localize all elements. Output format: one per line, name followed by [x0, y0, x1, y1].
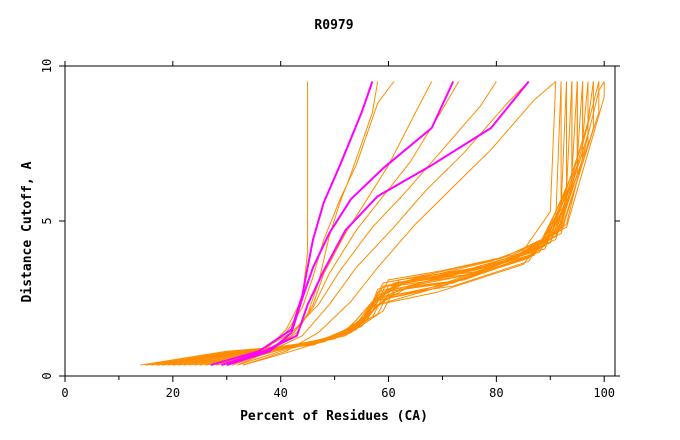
- series-line-model-35: [221, 80, 530, 367]
- y-axis-ticks: 0 5 10: [40, 59, 620, 380]
- y-axis-label: Distance Cutoff, A: [20, 161, 35, 302]
- x-tick-label: 100: [593, 386, 615, 400]
- series-line-model-34: [226, 81, 455, 367]
- y-tick-label: 0: [40, 372, 54, 379]
- y-tick-label: 5: [40, 217, 54, 224]
- x-tick-label: 0: [61, 386, 68, 400]
- series-line-model-32: [242, 81, 557, 366]
- series-line-model-25: [226, 81, 309, 366]
- y-tick-label: 10: [40, 59, 54, 73]
- series-line-model-22: [237, 81, 600, 366]
- series-line-model-33: [210, 81, 374, 367]
- x-tick-label: 60: [381, 386, 395, 400]
- default-series-group: [140, 81, 605, 366]
- x-axis-ticks: 0 20 40 60 80 100: [61, 61, 615, 400]
- series-line-model-24: [242, 81, 605, 366]
- highlight-series-group: [210, 80, 530, 367]
- x-tick-label: 80: [489, 386, 503, 400]
- series-line-model-30: [210, 81, 497, 366]
- x-axis-label: Percent of Residues (CA): [240, 409, 428, 424]
- x-tick-label: 40: [273, 386, 287, 400]
- series-line-model-31: [226, 81, 530, 366]
- chart-title: R0979: [314, 18, 353, 33]
- x-tick-label: 20: [166, 386, 180, 400]
